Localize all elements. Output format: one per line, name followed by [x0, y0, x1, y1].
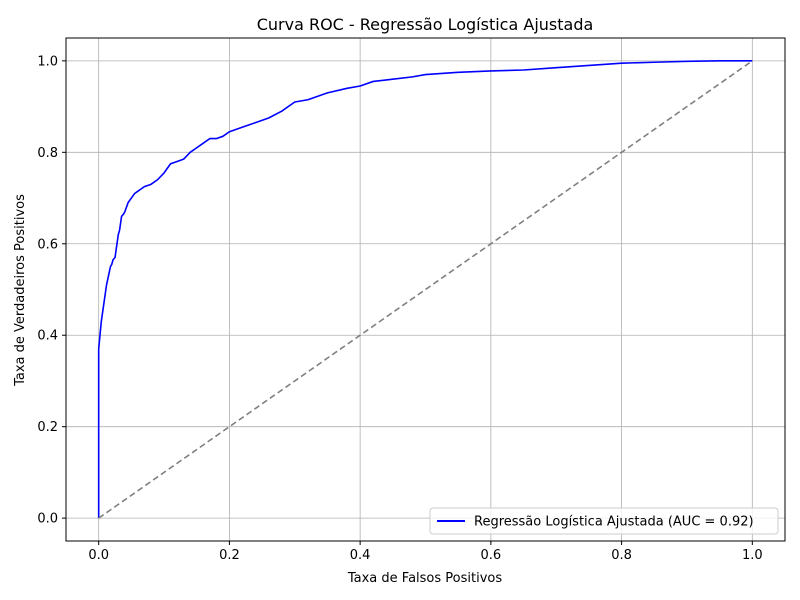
x-tick-label-4: 0.8: [611, 548, 632, 563]
ticks-layer: 0.0 0.2 0.4 0.6 0.8 1.0 0.0 0.2 0.4 0.6 0.8 1.0: [37, 54, 762, 563]
x-axis-label: Taxa de Falsos Positivos: [347, 571, 502, 586]
y-tick-label-3: 0.6: [37, 237, 58, 252]
chart-title: Curva ROC - Regressão Logística Ajustada: [257, 15, 594, 34]
plot-frame: [65, 37, 786, 542]
x-tick-label-1: 0.2: [219, 548, 240, 563]
grid-layer: [66, 38, 785, 541]
x-tick-label-3: 0.6: [481, 548, 502, 563]
y-tick-label-0: 0.0: [37, 512, 58, 527]
y-tick-label-5: 1.0: [37, 54, 58, 69]
legend: Regressão Logística Ajustada (AUC = 0.92…: [429, 507, 779, 535]
x-tick-label-2: 0.4: [350, 548, 371, 563]
plot-border: [65, 37, 786, 542]
y-tick-label-4: 0.8: [37, 146, 58, 161]
y-tick-label-2: 0.4: [37, 329, 58, 344]
y-axis-label: Taxa de Verdadeiros Positivos: [13, 194, 28, 387]
series-layer: [97, 60, 753, 519]
x-tick-label-0: 0.0: [88, 548, 109, 563]
y-tick-label-1: 0.2: [37, 420, 58, 435]
x-tick-label-5: 1.0: [742, 548, 763, 563]
legend-label-roc: Regressão Logística Ajustada (AUC = 0.92…: [474, 515, 754, 530]
legend-frame: [429, 507, 779, 535]
roc-curve-line: [97, 60, 753, 519]
